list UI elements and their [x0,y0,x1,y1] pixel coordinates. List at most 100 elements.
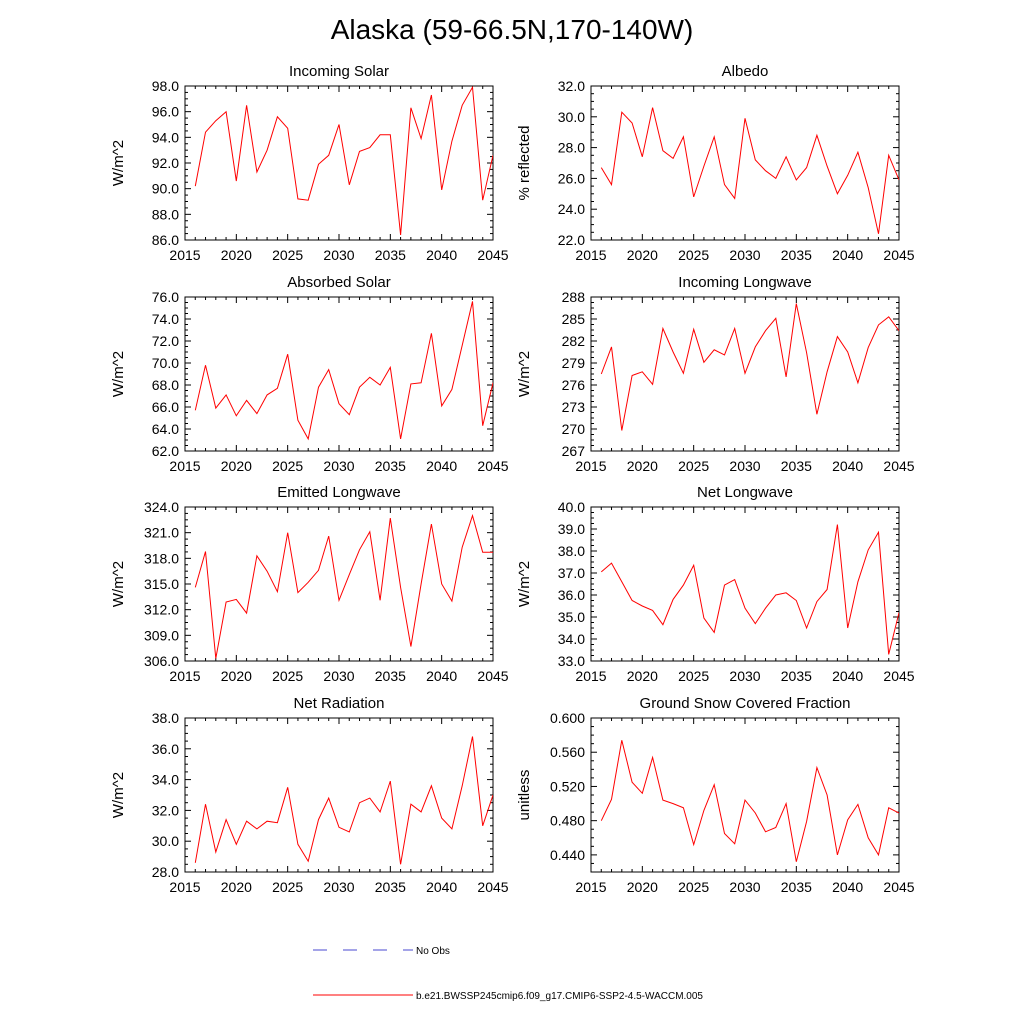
x-tick-label: 2030 [323,668,354,684]
x-tick-label: 2040 [832,879,863,895]
chart-panel: Ground Snow Covered Fraction unitless 2015… [516,695,915,895]
x-tick-label: 2035 [375,668,406,684]
x-tick-label: 2025 [678,668,709,684]
x-tick-label: 2040 [832,458,863,474]
x-tick-label: 2045 [477,247,508,263]
y-tick-label: 37.0 [558,565,585,581]
panel-title: Ground Snow Covered Fraction [640,695,851,712]
x-tick-label: 2045 [883,247,914,263]
chart-panel: Emitted Longwave W/m^2 2015 2020 2025 2030 203… [110,484,509,684]
x-tick-label: 2045 [477,458,508,474]
y-tick-label: 64.0 [152,421,179,437]
y-tick-label: 62.0 [152,443,179,459]
x-tick-label: 2025 [272,668,303,684]
plot-frame [184,296,494,452]
chart-panel: Net Radiation W/m^2 2015 2020 2025 2030 2035 20… [110,695,509,895]
x-tick-label: 2015 [169,458,200,474]
y-tick-label: 24.0 [558,201,585,217]
y-tick-label: 32.0 [152,802,179,818]
panel-title: Emitted Longwave [277,484,400,501]
y-tick-label: 0.560 [550,744,585,760]
legend: No Obs b.e21.BWSSP245cmip6.f09_g17.CMIP6-… [313,946,703,1002]
x-tick-label: 2020 [221,879,252,895]
x-tick-label: 2015 [575,668,606,684]
y-tick-label: 32.0 [558,78,585,94]
x-tick-label: 2035 [781,247,812,263]
x-tick-label: 2040 [426,458,457,474]
series-line [600,303,899,431]
y-tick-label: 273 [562,399,586,415]
y-axis-label: W/m^2 [110,772,127,818]
x-tick-label: 2040 [426,247,457,263]
y-tick-label: 318.0 [144,550,179,566]
y-tick-label: 30.0 [152,833,179,849]
series-line [194,513,493,659]
y-axis-label: unitless [516,770,533,821]
chart-panel: Net Longwave W/m^2 2015 2020 2025 2030 2035 204… [516,484,915,684]
plot-frame [590,506,900,662]
chart-panel: Albedo % reflected 2015 2020 2025 2030 2035 204… [516,63,915,263]
y-tick-label: 309.0 [144,627,179,643]
x-tick-label: 2020 [627,879,658,895]
y-tick-label: 22.0 [558,232,585,248]
x-tick-label: 2035 [375,458,406,474]
x-tick-label: 2015 [575,247,606,263]
x-tick-label: 2045 [477,668,508,684]
x-tick-label: 2015 [575,458,606,474]
panel-title: Incoming Longwave [678,274,811,291]
x-tick-label: 2035 [375,247,406,263]
y-tick-label: 90.0 [152,181,179,197]
x-tick-label: 2030 [323,247,354,263]
x-tick-label: 2035 [781,879,812,895]
y-tick-label: 38.0 [558,543,585,559]
y-tick-label: 279 [562,355,586,371]
y-tick-label: 98.0 [152,78,179,94]
x-tick-label: 2020 [627,247,658,263]
x-tick-label: 2015 [575,879,606,895]
x-tick-label: 2045 [883,879,914,895]
x-tick-label: 2025 [678,879,709,895]
y-tick-label: 0.600 [550,710,585,726]
y-tick-label: 324.0 [144,499,179,515]
y-tick-label: 35.0 [558,609,585,625]
panel-title: Net Longwave [697,484,793,501]
figure-title: Alaska (59-66.5N,170-140W) [330,14,694,45]
chart-panel: Absorbed Solar W/m^2 2015 2020 2025 2030 2035 2… [110,274,509,474]
y-tick-label: 276 [562,377,586,393]
series-line [600,524,899,655]
y-tick-label: 321.0 [144,525,179,541]
y-tick-label: 36.0 [558,587,585,603]
y-tick-label: 0.520 [550,778,585,794]
y-tick-label: 26.0 [558,170,585,186]
x-tick-label: 2045 [883,458,914,474]
x-tick-label: 2020 [627,668,658,684]
y-axis-label: W/m^2 [110,561,127,607]
x-tick-label: 2040 [426,879,457,895]
y-tick-label: 34.0 [558,631,585,647]
y-tick-label: 288 [562,289,586,305]
y-tick-label: 282 [562,333,586,349]
y-tick-label: 39.0 [558,521,585,537]
series-line [600,740,899,862]
y-tick-label: 40.0 [558,499,585,515]
x-tick-label: 2030 [323,879,354,895]
x-tick-label: 2035 [375,879,406,895]
y-tick-label: 96.0 [152,104,179,120]
y-tick-label: 306.0 [144,653,179,669]
y-axis-label: W/m^2 [516,561,533,607]
y-axis-label: W/m^2 [110,140,127,186]
y-tick-label: 267 [562,443,586,459]
x-tick-label: 2025 [272,247,303,263]
x-tick-label: 2035 [781,458,812,474]
x-tick-label: 2020 [221,458,252,474]
legend-obs-label: No Obs [416,946,450,957]
y-tick-label: 28.0 [558,140,585,156]
y-tick-label: 36.0 [152,741,179,757]
panel-title: Incoming Solar [289,63,389,80]
x-tick-label: 2040 [832,668,863,684]
x-tick-label: 2035 [781,668,812,684]
y-tick-label: 270 [562,421,586,437]
panel-title: Net Radiation [294,695,385,712]
y-tick-label: 0.480 [550,813,585,829]
y-axis-label: % reflected [516,125,533,200]
